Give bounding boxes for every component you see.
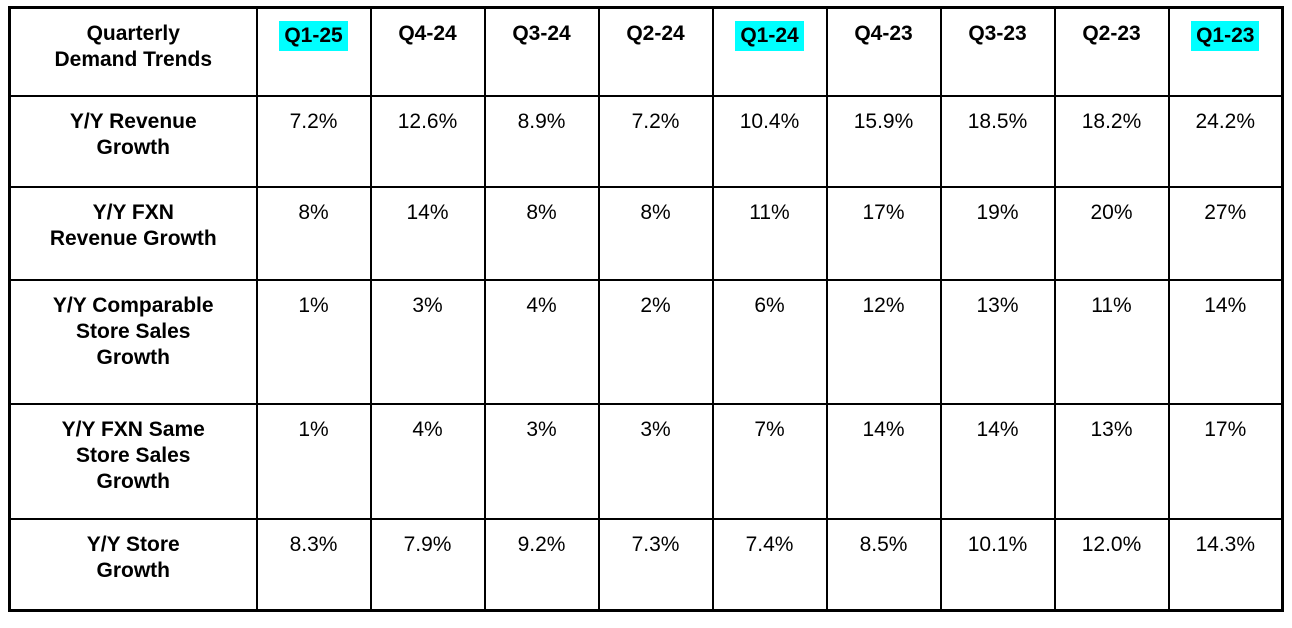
header-cell-q2-24: Q2-24: [597, 6, 714, 97]
data-cell: 10.4%: [711, 94, 828, 188]
data-cell: 14%: [369, 185, 486, 281]
data-cell: 7%: [711, 402, 828, 520]
data-cell: 14%: [825, 402, 942, 520]
data-cell: 11%: [711, 185, 828, 281]
data-cell: 12.6%: [369, 94, 486, 188]
row-label-yy-fxn-revenue-growth: Y/Y FXN Revenue Growth: [8, 185, 258, 281]
data-cell: 7.2%: [255, 94, 372, 188]
row-label-yy-fxn-same-store-sales-growth: Y/Y FXN Same Store Sales Growth: [8, 402, 258, 520]
data-cell: 8%: [483, 185, 600, 281]
row-label-yy-revenue-growth: Y/Y Revenue Growth: [8, 94, 258, 188]
data-cell: 1%: [255, 402, 372, 520]
data-cell: 18.5%: [939, 94, 1056, 188]
data-cell: 10.1%: [939, 517, 1056, 612]
table-title: Quarterly Demand Trends: [54, 22, 213, 71]
data-cell: 14%: [1167, 278, 1284, 405]
period-q4-24: Q4-24: [398, 22, 457, 45]
data-cell: 4%: [369, 402, 486, 520]
data-cell: 18.2%: [1053, 94, 1170, 188]
data-cell: 8%: [255, 185, 372, 281]
table-row-yy-revenue-growth: Y/Y Revenue Growth 7.2% 12.6% 8.9% 7.2% …: [8, 94, 1284, 188]
data-cell: 9.2%: [483, 517, 600, 612]
data-cell: 8.5%: [825, 517, 942, 612]
period-q3-24: Q3-24: [512, 22, 571, 45]
data-cell: 8.9%: [483, 94, 600, 188]
header-cell-q1-23: Q1-23: [1167, 6, 1284, 97]
page-background: Quarterly Demand Trends Q1-25 Q4-24 Q3-2…: [0, 6, 1292, 628]
header-cell-q3-24: Q3-24: [483, 6, 600, 97]
data-cell: 24.2%: [1167, 94, 1284, 188]
data-cell: 4%: [483, 278, 600, 405]
period-q2-24: Q2-24: [626, 22, 685, 45]
table-row-yy-fxn-revenue-growth: Y/Y FXN Revenue Growth 8% 14% 8% 8% 11% …: [8, 185, 1284, 281]
data-cell: 2%: [597, 278, 714, 405]
header-cell-q4-23: Q4-23: [825, 6, 942, 97]
header-cell-q2-23: Q2-23: [1053, 6, 1170, 97]
data-cell: 8%: [597, 185, 714, 281]
header-row: Quarterly Demand Trends Q1-25 Q4-24 Q3-2…: [8, 6, 1284, 97]
highlighted-period-q1-25: Q1-25: [279, 21, 348, 51]
data-cell: 8.3%: [255, 517, 372, 612]
data-cell: 3%: [369, 278, 486, 405]
data-cell: 19%: [939, 185, 1056, 281]
period-q4-23: Q4-23: [854, 22, 913, 45]
header-cell-q1-25: Q1-25: [255, 6, 372, 97]
data-cell: 6%: [711, 278, 828, 405]
row-label-yy-comparable-store-sales-growth: Y/Y Comparable Store Sales Growth: [8, 278, 258, 405]
data-cell: 14%: [939, 402, 1056, 520]
data-cell: 14.3%: [1167, 517, 1284, 612]
data-cell: 7.9%: [369, 517, 486, 612]
highlighted-period-q1-23: Q1-23: [1191, 21, 1260, 51]
data-cell: 12%: [825, 278, 942, 405]
data-cell: 20%: [1053, 185, 1170, 281]
period-q2-23: Q2-23: [1082, 22, 1141, 45]
data-cell: 7.4%: [711, 517, 828, 612]
data-cell: 12.0%: [1053, 517, 1170, 612]
table-title-cell: Quarterly Demand Trends: [8, 6, 258, 97]
data-cell: 27%: [1167, 185, 1284, 281]
table-row-yy-fxn-same-store-sales-growth: Y/Y FXN Same Store Sales Growth 1% 4% 3%…: [8, 402, 1284, 520]
table-row-yy-store-growth: Y/Y Store Growth 8.3% 7.9% 9.2% 7.3% 7.4…: [8, 517, 1284, 612]
data-cell: 15.9%: [825, 94, 942, 188]
period-q3-23: Q3-23: [968, 22, 1027, 45]
data-cell: 11%: [1053, 278, 1170, 405]
table-row-yy-comparable-store-sales-growth: Y/Y Comparable Store Sales Growth 1% 3% …: [8, 278, 1284, 405]
data-cell: 13%: [1053, 402, 1170, 520]
data-cell: 7.3%: [597, 517, 714, 612]
data-cell: 17%: [825, 185, 942, 281]
data-cell: 3%: [483, 402, 600, 520]
data-cell: 17%: [1167, 402, 1284, 520]
highlighted-period-q1-24: Q1-24: [735, 21, 804, 51]
header-cell-q1-24: Q1-24: [711, 6, 828, 97]
data-cell: 3%: [597, 402, 714, 520]
header-cell-q3-23: Q3-23: [939, 6, 1056, 97]
row-label-yy-store-growth: Y/Y Store Growth: [8, 517, 258, 612]
data-cell: 1%: [255, 278, 372, 405]
data-cell: 13%: [939, 278, 1056, 405]
header-cell-q4-24: Q4-24: [369, 6, 486, 97]
quarterly-demand-trends-table: Quarterly Demand Trends Q1-25 Q4-24 Q3-2…: [8, 6, 1284, 612]
data-cell: 7.2%: [597, 94, 714, 188]
